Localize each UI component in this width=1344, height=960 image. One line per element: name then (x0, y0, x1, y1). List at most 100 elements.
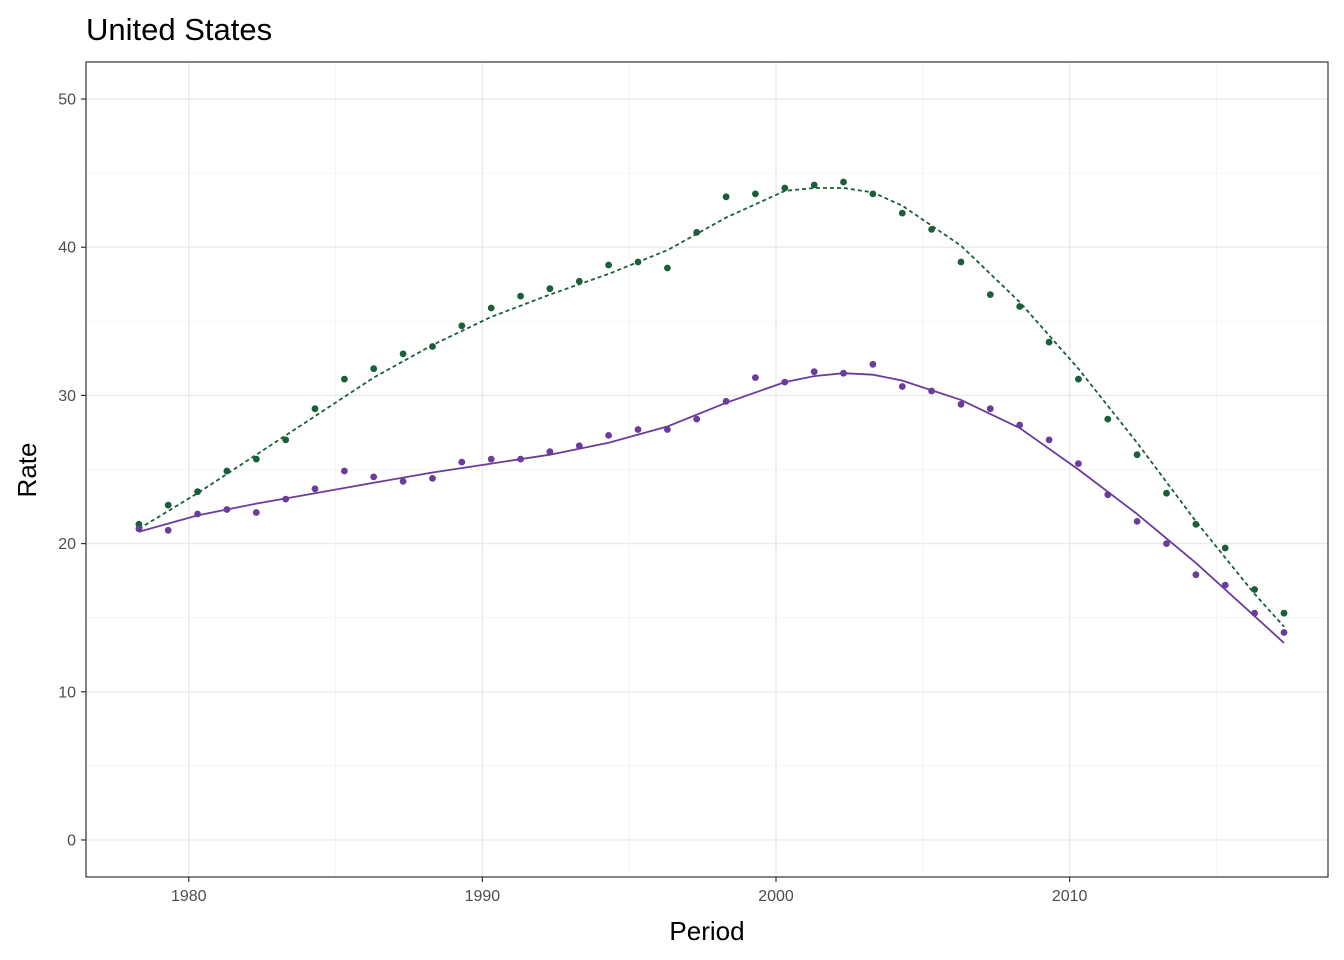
series-2-point (575, 442, 583, 450)
series-1-point (341, 375, 348, 383)
series-2-point (252, 509, 260, 516)
series-1-point (781, 184, 789, 192)
x-axis-title: Period (669, 916, 744, 946)
series-2-point (517, 455, 524, 463)
series-1-point (1133, 451, 1141, 459)
series-1-point (1192, 520, 1200, 528)
series-2-point (1133, 518, 1141, 525)
y-tick-label: 10 (58, 684, 76, 701)
y-tick-label: 20 (58, 536, 76, 553)
series-2-point (311, 485, 319, 493)
series-1 (135, 178, 1288, 628)
x-tick-label: 2000 (758, 888, 794, 905)
series-2-point (1016, 421, 1024, 429)
series-1-point (722, 193, 730, 201)
grid (86, 62, 1328, 877)
series-1-point (986, 291, 994, 298)
series-1-point (487, 304, 495, 312)
series-2-point (752, 374, 759, 381)
series-1-point (634, 258, 642, 266)
series-2-point (429, 475, 436, 482)
plot-panel-border (85, 61, 1329, 878)
series-2-point (605, 432, 612, 439)
series-2-point (370, 473, 378, 481)
series-1-point (752, 190, 759, 198)
series-2-point (986, 405, 994, 413)
series-2-point (1104, 491, 1112, 499)
series-2-point (1251, 609, 1258, 617)
series-1-point (164, 501, 172, 509)
series-2-fit-line (138, 372, 1285, 644)
series-1-point (517, 292, 524, 300)
series-2-point (664, 426, 671, 433)
series-1-point (1045, 338, 1053, 346)
series-2-point (341, 467, 348, 475)
series-1-point (1251, 586, 1258, 593)
series-1-point (1075, 375, 1082, 383)
y-tick-label: 30 (58, 388, 76, 405)
series-1-point (458, 322, 466, 330)
series-2-point (840, 369, 847, 377)
series-1-point (840, 178, 847, 186)
axis-ticks: 1980 1990 2000 2010 0 10 20 30 40 50 (58, 92, 1087, 905)
series-1-point (429, 343, 436, 350)
series-1-point (1104, 415, 1112, 423)
series-2-point (135, 525, 143, 533)
series-1-point (282, 436, 290, 444)
series-1-point (1280, 609, 1288, 617)
series-1-point (575, 277, 583, 285)
series-2-point (693, 415, 701, 423)
y-axis-title: Rate (12, 443, 42, 498)
series-2-point (1045, 436, 1053, 444)
series-2-point (1280, 629, 1288, 636)
series-1-point (693, 229, 701, 236)
series-2-point (399, 478, 407, 485)
chart-title: United States (86, 12, 272, 47)
series-2-point (1192, 571, 1200, 579)
x-tick-label: 1980 (171, 888, 207, 905)
x-tick-label: 1990 (465, 888, 501, 905)
series-2-point (781, 378, 789, 386)
series-2-point (928, 387, 935, 395)
series-2-point (282, 495, 290, 503)
series-1-fit-line (138, 187, 1285, 628)
series-2-point (546, 448, 554, 456)
series-2-point (898, 383, 906, 390)
series-2-point (194, 510, 202, 518)
series-1-point (664, 264, 671, 272)
series-2-point (1221, 581, 1229, 589)
series-1-point (605, 261, 612, 269)
y-tick-label: 0 (67, 832, 76, 849)
series-2-point (164, 526, 172, 534)
series-2-point (634, 426, 642, 433)
series-2-point (458, 458, 466, 466)
series-1-point (869, 190, 877, 198)
series-1-point (957, 258, 965, 266)
series-1-point (252, 455, 260, 463)
series-2-point (869, 360, 877, 368)
series-2-point (1163, 540, 1170, 547)
series-1-point (1221, 544, 1229, 552)
y-tick-label: 40 (58, 240, 76, 257)
series-2-point (1075, 460, 1082, 467)
series-layer (135, 178, 1288, 644)
series-1-point (370, 365, 378, 373)
series-2-point (487, 455, 495, 463)
series-1-point (810, 181, 818, 189)
series-2 (135, 360, 1288, 644)
x-tick-label: 2010 (1052, 888, 1088, 905)
series-1-point (223, 467, 231, 475)
series-2-point (722, 397, 730, 405)
series-2-point (957, 400, 965, 408)
series-1-point (1016, 303, 1024, 310)
series-1-point (399, 350, 407, 358)
series-1-point (898, 209, 906, 217)
series-2-point (810, 368, 818, 376)
series-2-point (223, 506, 231, 513)
series-1-point (1163, 489, 1170, 497)
series-1-point (311, 405, 319, 413)
series-1-point (928, 226, 935, 233)
y-tick-label: 50 (58, 92, 76, 109)
series-1-point (546, 285, 554, 293)
